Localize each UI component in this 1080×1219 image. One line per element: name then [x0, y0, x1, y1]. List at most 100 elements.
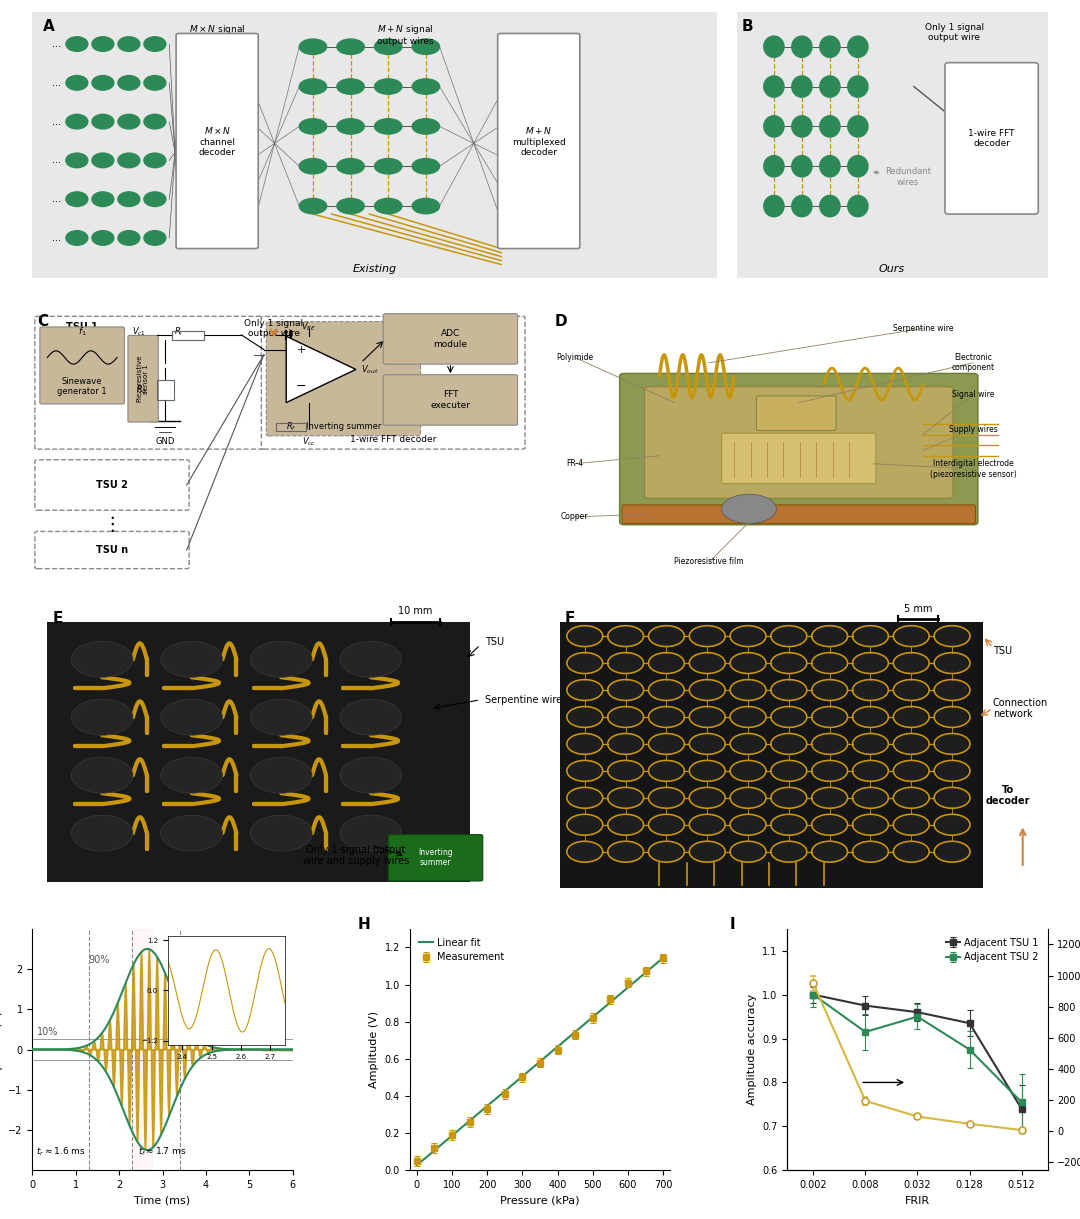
Text: $V_{cc}$: $V_{cc}$	[301, 436, 315, 449]
Circle shape	[896, 844, 927, 861]
Ellipse shape	[848, 156, 868, 177]
Bar	[276, 423, 306, 430]
Text: −: −	[296, 380, 307, 394]
Circle shape	[692, 816, 723, 834]
Circle shape	[774, 789, 804, 807]
Text: 1-wire FFT
decoder: 1-wire FFT decoder	[969, 129, 1015, 147]
Linear fit	[636, 968, 649, 983]
Circle shape	[774, 628, 804, 645]
Text: TSU 2: TSU 2	[96, 480, 127, 490]
Circle shape	[814, 628, 845, 645]
Circle shape	[896, 628, 927, 645]
Ellipse shape	[299, 39, 326, 55]
Circle shape	[774, 681, 804, 698]
Circle shape	[692, 655, 723, 672]
Circle shape	[814, 762, 845, 780]
Ellipse shape	[337, 39, 364, 55]
FancyBboxPatch shape	[620, 373, 977, 525]
Text: ADC
module: ADC module	[433, 329, 468, 349]
Circle shape	[937, 655, 967, 672]
Text: F: F	[565, 612, 576, 627]
Text: Serpentine wire: Serpentine wire	[485, 695, 563, 705]
FancyBboxPatch shape	[40, 327, 124, 403]
Text: Interdigital electrode
(piezoresistive sensor): Interdigital electrode (piezoresistive s…	[930, 460, 1016, 479]
Ellipse shape	[413, 158, 440, 174]
Text: 5 mm: 5 mm	[904, 603, 932, 613]
Text: Sinewave
generator 1: Sinewave generator 1	[57, 377, 107, 396]
Circle shape	[651, 735, 681, 752]
Circle shape	[340, 757, 402, 794]
Ellipse shape	[413, 79, 440, 94]
Text: FFT
executer: FFT executer	[431, 390, 471, 410]
Text: 1-wire FFT decoder: 1-wire FFT decoder	[350, 435, 436, 444]
Text: Inverting
summer: Inverting summer	[418, 848, 453, 868]
Text: Only 1 signal
output wire: Only 1 signal output wire	[244, 319, 303, 339]
Circle shape	[733, 816, 762, 834]
Ellipse shape	[92, 37, 113, 51]
Circle shape	[692, 735, 723, 752]
Ellipse shape	[144, 37, 166, 51]
Ellipse shape	[337, 158, 364, 174]
Ellipse shape	[792, 37, 812, 57]
Circle shape	[855, 789, 886, 807]
Circle shape	[651, 789, 681, 807]
FancyBboxPatch shape	[35, 460, 189, 511]
Circle shape	[937, 735, 967, 752]
FancyBboxPatch shape	[35, 531, 189, 568]
Ellipse shape	[144, 115, 166, 129]
Ellipse shape	[66, 37, 87, 51]
Circle shape	[71, 757, 133, 794]
Ellipse shape	[92, 154, 113, 168]
Circle shape	[937, 789, 967, 807]
Linear fit	[420, 1150, 433, 1164]
Circle shape	[733, 789, 762, 807]
Ellipse shape	[375, 199, 402, 213]
Text: ...: ...	[52, 194, 60, 204]
Ellipse shape	[66, 76, 87, 90]
Text: TSU n: TSU n	[96, 545, 129, 555]
Circle shape	[814, 655, 845, 672]
Circle shape	[570, 844, 599, 861]
Ellipse shape	[764, 156, 784, 177]
Ellipse shape	[144, 154, 166, 168]
X-axis label: Time (ms): Time (ms)	[135, 1196, 190, 1206]
Circle shape	[610, 681, 640, 698]
FancyBboxPatch shape	[383, 374, 517, 425]
Text: ...: ...	[52, 39, 60, 49]
Ellipse shape	[792, 156, 812, 177]
Circle shape	[733, 628, 762, 645]
Text: ...: ...	[52, 233, 60, 243]
Circle shape	[610, 762, 640, 780]
FancyBboxPatch shape	[383, 313, 517, 364]
Text: 10 mm: 10 mm	[399, 606, 433, 616]
Linear fit	[456, 1119, 469, 1134]
Ellipse shape	[764, 37, 784, 57]
Bar	[48, 622, 470, 883]
Ellipse shape	[764, 76, 784, 98]
FancyBboxPatch shape	[267, 322, 420, 436]
Text: Existing: Existing	[352, 263, 396, 274]
FancyBboxPatch shape	[645, 386, 953, 499]
Ellipse shape	[337, 79, 364, 94]
Ellipse shape	[413, 118, 440, 134]
Legend: Linear fit, Measurement: Linear fit, Measurement	[415, 934, 509, 967]
Circle shape	[570, 816, 599, 834]
Text: 90%: 90%	[89, 954, 110, 965]
Circle shape	[71, 700, 133, 735]
Circle shape	[937, 681, 967, 698]
Ellipse shape	[792, 195, 812, 217]
Circle shape	[937, 762, 967, 780]
Circle shape	[733, 844, 762, 861]
Ellipse shape	[375, 39, 402, 55]
Circle shape	[251, 641, 312, 678]
Ellipse shape	[299, 118, 326, 134]
Linear fit	[657, 951, 670, 965]
Text: Redundant
wires: Redundant wires	[874, 167, 931, 187]
Line: Linear fit: Linear fit	[417, 958, 663, 1165]
Ellipse shape	[848, 116, 868, 137]
Circle shape	[251, 700, 312, 735]
Circle shape	[692, 708, 723, 725]
Circle shape	[692, 844, 723, 861]
Y-axis label: Amplitude (V): Amplitude (V)	[0, 1011, 3, 1089]
Circle shape	[774, 735, 804, 752]
